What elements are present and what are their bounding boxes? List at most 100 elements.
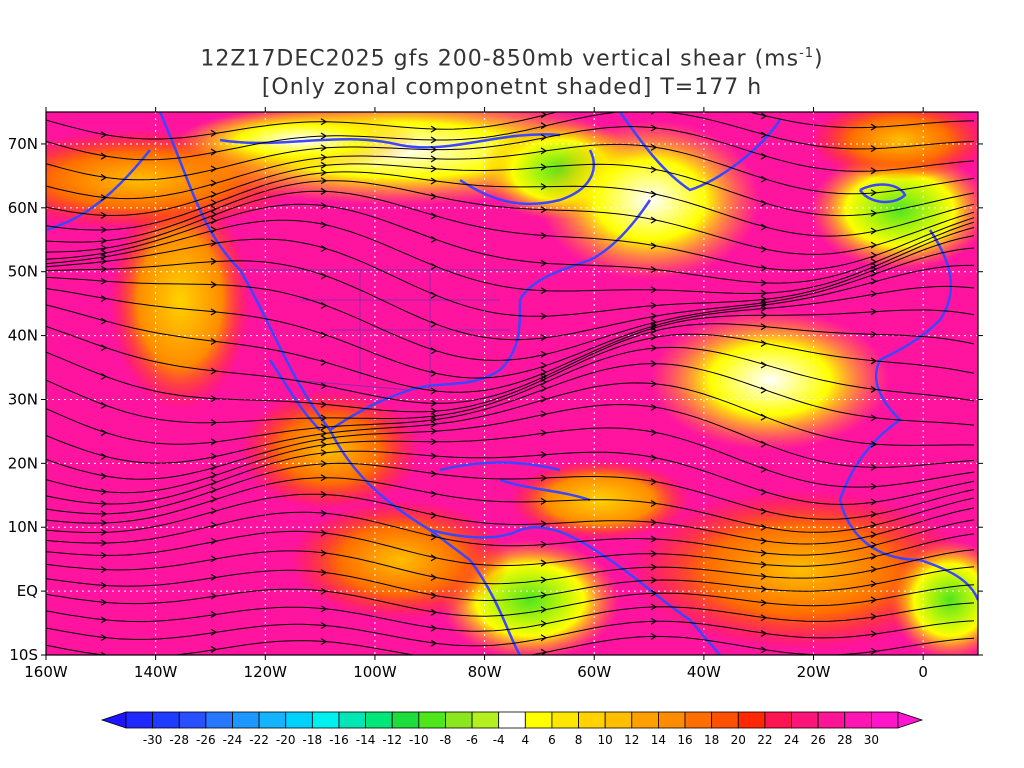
- coast-africa: [838, 418, 978, 601]
- streamline-arrow: [100, 488, 108, 496]
- colorbar-swatch: [711, 711, 739, 729]
- streamline-arrow: [210, 165, 218, 173]
- streamline-arrow: [650, 499, 658, 507]
- streamline-arrow: [320, 605, 328, 613]
- streamline-arrow: [100, 152, 108, 160]
- colorbar-label: 16: [677, 733, 692, 747]
- streamline-arrow: [760, 289, 768, 297]
- streamline: [46, 219, 975, 295]
- streamline-arrow: [210, 199, 218, 207]
- streamline: [46, 602, 975, 632]
- streamline: [46, 493, 975, 545]
- streamline: [46, 112, 975, 161]
- streamline-arrow: [430, 511, 438, 519]
- streamline-arrow: [870, 270, 878, 278]
- streamline-arrow: [760, 298, 768, 306]
- coast-north-america-west: [158, 112, 471, 561]
- colorbar-label: 18: [704, 733, 719, 747]
- streamline-arrow: [210, 573, 218, 581]
- streamline-arrow: [760, 523, 768, 531]
- coast-europe: [874, 229, 953, 421]
- colorbar-swatch: [604, 711, 633, 729]
- streamline-arrow: [870, 630, 878, 638]
- streamline-arrow: [540, 362, 548, 370]
- streamline-arrow: [320, 435, 328, 443]
- streamline-arrow: [650, 478, 658, 486]
- streamline-arrow: [320, 638, 328, 646]
- streamline-arrow: [100, 616, 108, 624]
- streamline-arrow: [430, 347, 438, 355]
- streamline-arrow: [100, 519, 108, 527]
- streamline-arrow: [540, 474, 548, 482]
- lat-label: 70N: [8, 135, 38, 153]
- streamline-arrow: [870, 290, 878, 298]
- streamline-arrow: [650, 321, 658, 329]
- streamline-arrow: [430, 125, 438, 133]
- colorbar-swatch: [737, 711, 766, 729]
- streamline-arrow: [210, 486, 218, 494]
- streamline-arrow: [870, 277, 878, 285]
- streamline-arrow: [650, 632, 658, 640]
- streamline-arrow: [320, 169, 328, 177]
- streamline-arrow: [870, 241, 878, 249]
- streamline-arrow: [760, 323, 768, 331]
- streamline-arrow: [540, 133, 548, 141]
- streamline-arrow: [210, 217, 218, 225]
- streamline-arrow: [650, 323, 658, 331]
- colorbar-swatch: [471, 711, 500, 729]
- colorbar-label: -6: [466, 733, 478, 747]
- streamline-arrow: [210, 478, 218, 486]
- colorbar-label: -16: [329, 733, 349, 747]
- streamline-arrow: [870, 123, 878, 131]
- colorbar-label: 10: [598, 733, 613, 747]
- streamline-arrow: [540, 576, 548, 584]
- streamline-arrow: [870, 531, 878, 539]
- streamline-arrow: [430, 136, 438, 144]
- streamline-arrow: [320, 187, 328, 195]
- colorbar-swatch: [365, 711, 393, 729]
- streamline-arrow: [430, 608, 438, 616]
- streamline-arrow: [870, 510, 878, 518]
- colorbar-label: 30: [864, 733, 879, 747]
- streamline-arrow: [650, 617, 658, 625]
- streamline-arrow: [210, 281, 218, 289]
- streamline-arrow: [320, 177, 328, 185]
- streamline-arrow: [210, 367, 218, 375]
- streamline-arrow: [870, 498, 878, 506]
- streamline-arrow: [540, 350, 548, 358]
- colorbar-low-arrow: [100, 711, 127, 729]
- streamline-arrow: [320, 414, 328, 422]
- streamline-arrow: [540, 451, 548, 459]
- streamline-arrow: [760, 279, 768, 287]
- streamline-arrow: [430, 554, 438, 562]
- streamline-arrow: [540, 287, 548, 295]
- streamline-arrow: [760, 440, 768, 448]
- colorbar-swatch: [418, 711, 446, 729]
- streamline-arrow: [430, 407, 438, 415]
- streamline-arrow: [320, 272, 328, 280]
- streamline-arrow: [210, 205, 218, 213]
- streamline-arrow: [760, 507, 768, 515]
- streamline-arrow: [320, 491, 328, 499]
- streamline-arrow: [430, 262, 438, 270]
- colorbar-label: 26: [810, 733, 825, 747]
- streamline: [46, 143, 975, 200]
- colorbar-label: -26: [196, 733, 216, 747]
- streamline-arrow: [870, 541, 878, 549]
- streamline-arrow: [430, 452, 438, 460]
- streamline-arrow: [320, 400, 328, 408]
- colorbar-label: -14: [356, 733, 376, 747]
- shade-mexico: [240, 390, 420, 510]
- streamline-arrow: [100, 173, 108, 182]
- streamline-arrow: [540, 634, 548, 642]
- streamline-arrow: [100, 265, 108, 273]
- streamline-arrow: [210, 628, 218, 636]
- title-line-1: 12Z17DEC2025 gfs 200-850mb vertical shea…: [0, 46, 1024, 71]
- streamline-arrow: [430, 573, 438, 581]
- lon-label: 40W: [687, 663, 721, 681]
- streamline-arrow: [100, 344, 108, 352]
- coast-baja: [268, 359, 321, 431]
- streamline-arrow: [100, 237, 108, 245]
- streamline-arrow: [650, 603, 658, 611]
- lat-label: 10N: [8, 518, 38, 536]
